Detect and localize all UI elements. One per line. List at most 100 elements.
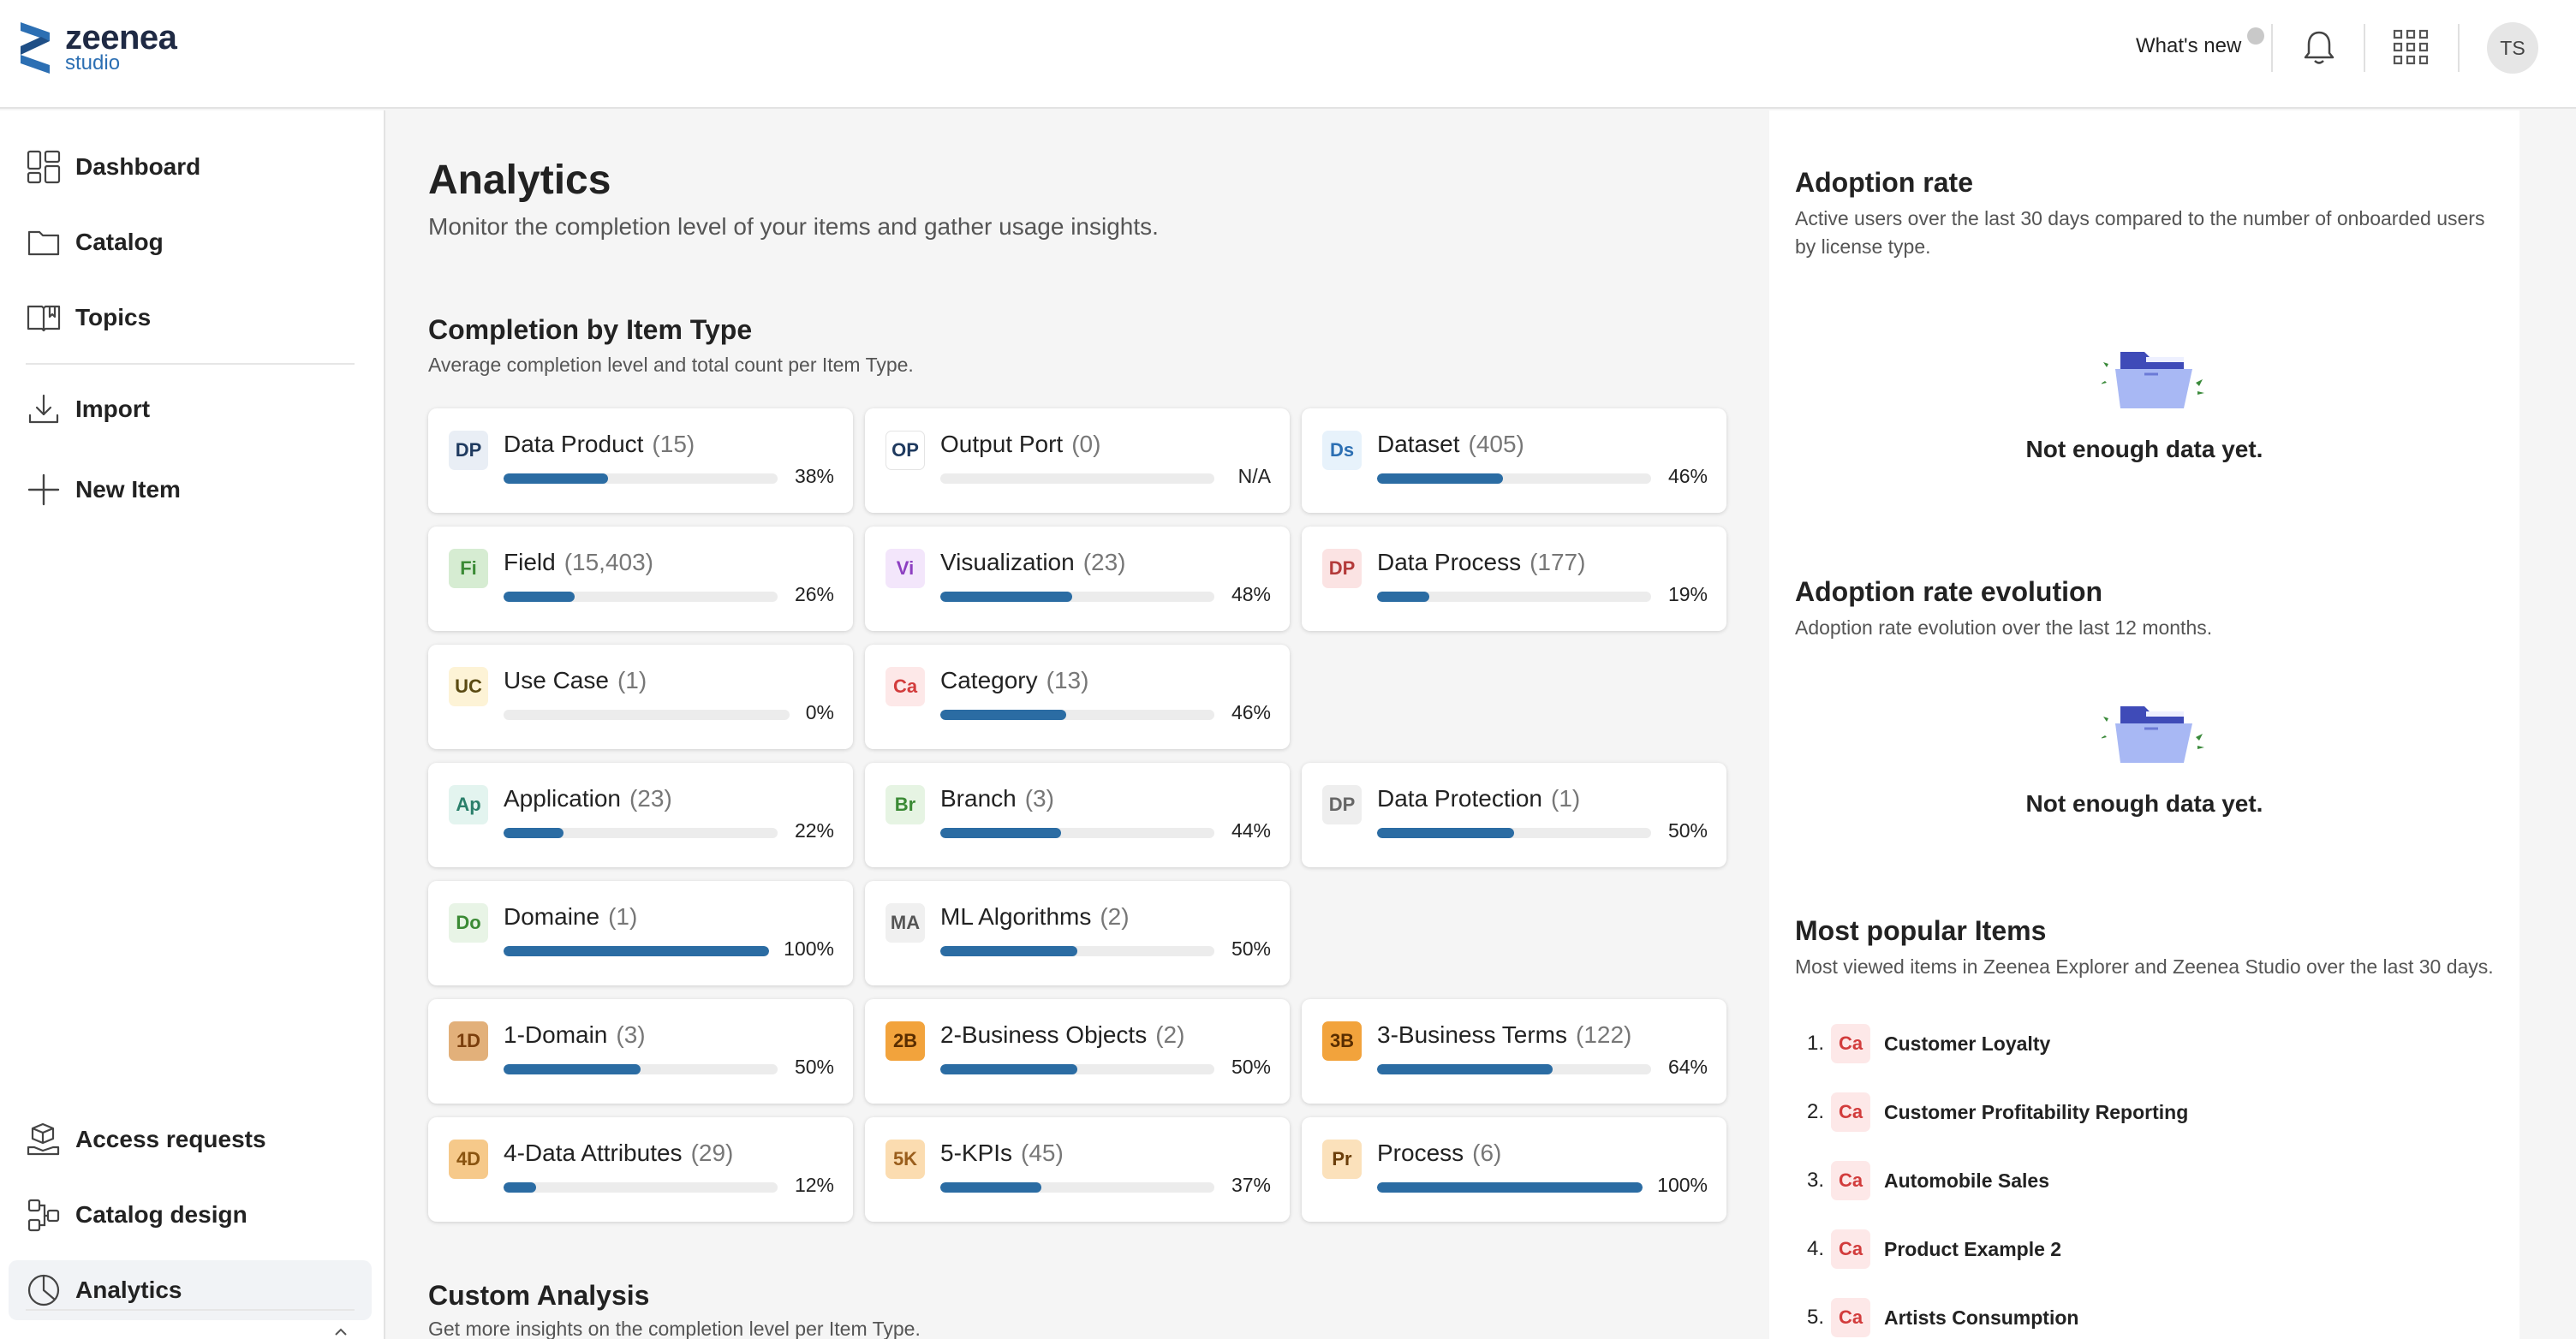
item-type-label: Dataset: [1377, 431, 1460, 457]
item-type-badge: Pr: [1322, 1140, 1362, 1179]
completion-card[interactable]: Br Branch (3) 44%: [865, 763, 1290, 867]
item-type-count: (0): [1071, 431, 1101, 457]
sidebar-item-label: Topics: [75, 304, 152, 330]
sidebar-divider: [26, 1309, 355, 1311]
item-type-name: 1-Domain (3): [504, 1021, 646, 1049]
catalog-design-icon: [27, 1199, 60, 1232]
completion-percent: 64%: [1667, 1056, 1708, 1078]
item-type-badge: Ap: [449, 785, 488, 824]
completion-card[interactable]: Vi Visualization (23) 48%: [865, 527, 1290, 631]
item-type-label: 2-Business Objects: [940, 1021, 1148, 1048]
completion-card[interactable]: MA ML Algorithms (2) 50%: [865, 881, 1290, 985]
item-type-badge: Ca: [1831, 1161, 1870, 1200]
popular-item[interactable]: 1. Ca Customer Loyalty: [1795, 1024, 2050, 1063]
completion-percent: 38%: [794, 465, 834, 487]
adoption-evolution-empty-text: Not enough data yet.: [2025, 790, 2263, 817]
item-type-count: (122): [1576, 1021, 1632, 1048]
sidebar-item-label: New Item: [75, 476, 181, 503]
sidebar-item-new-item[interactable]: New Item: [9, 460, 372, 520]
completion-card[interactable]: OP Output Port (0) N/A: [865, 408, 1290, 513]
completion-bar-fill: [940, 592, 1072, 602]
item-type-name: 3-Business Terms (122): [1377, 1021, 1631, 1049]
completion-card[interactable]: Ap Application (23) 22%: [428, 763, 853, 867]
user-avatar[interactable]: TS: [2487, 22, 2538, 74]
item-type-count: (2): [1155, 1021, 1185, 1048]
header-divider: [2364, 24, 2365, 72]
completion-bar-track: [504, 710, 790, 720]
completion-card[interactable]: 5K 5-KPIs (45) 37%: [865, 1117, 1290, 1222]
completion-card[interactable]: DP Data Product (15) 38%: [428, 408, 853, 513]
completion-bar-fill: [940, 1064, 1077, 1074]
sidebar-item-label: Access requests: [75, 1126, 266, 1152]
popular-item[interactable]: 5. Ca Artists Consumption: [1795, 1298, 2078, 1337]
sidebar-item-dashboard[interactable]: Dashboard: [9, 137, 372, 197]
completion-bar-fill: [1377, 828, 1514, 838]
item-type-badge: 1D: [449, 1021, 488, 1061]
popular-item-name: Artists Consumption: [1884, 1306, 2079, 1329]
topics-book-icon: [27, 305, 61, 332]
page-subtitle: Monitor the completion level of your ite…: [428, 213, 1159, 240]
completion-bar-track: [940, 1182, 1214, 1193]
item-type-badge: Ca: [1831, 1092, 1870, 1132]
sidebar-item-analytics[interactable]: Analytics: [9, 1260, 372, 1320]
completion-section-subtitle: Average completion level and total count…: [428, 354, 914, 376]
item-type-count: (23): [1082, 549, 1126, 575]
sidebar-item-import[interactable]: Import: [9, 379, 372, 439]
item-type-name: Use Case (1): [504, 667, 647, 694]
completion-card[interactable]: 2B 2-Business Objects (2) 50%: [865, 999, 1290, 1104]
sidebar-item-access-requests[interactable]: Access requests: [9, 1110, 372, 1169]
completion-card[interactable]: Fi Field (15,403) 26%: [428, 527, 853, 631]
completion-percent: 100%: [784, 937, 834, 960]
item-type-count: (2): [1100, 903, 1130, 930]
sidebar-item-catalog-design[interactable]: Catalog design: [9, 1185, 372, 1245]
item-type-count: (29): [690, 1140, 734, 1166]
popular-item[interactable]: 4. Ca Product Example 2: [1795, 1229, 2061, 1269]
item-type-badge: Do: [449, 903, 488, 943]
completion-card[interactable]: UC Use Case (1) 0%: [428, 645, 853, 749]
item-type-label: Data Product: [504, 431, 644, 457]
access-requests-icon: [27, 1122, 60, 1156]
sidebar-divider: [26, 363, 355, 365]
popular-item[interactable]: 2. Ca Customer Profitability Reporting: [1795, 1092, 2188, 1132]
collapse-chevron-icon[interactable]: [332, 1326, 349, 1336]
item-type-name: Field (15,403): [504, 549, 653, 576]
item-type-badge: MA: [886, 903, 925, 943]
insights-panel: Adoption rate Active users over the last…: [1769, 110, 2519, 1339]
item-type-name: Process (6): [1377, 1140, 1501, 1167]
completion-percent: 12%: [794, 1174, 834, 1196]
completion-bar-track: [1377, 473, 1651, 484]
completion-bar-track: [940, 828, 1214, 838]
empty-folder-illustration-icon: [2102, 352, 2204, 408]
item-type-count: (15,403): [564, 549, 653, 575]
completion-card[interactable]: 4D 4-Data Attributes (29) 12%: [428, 1117, 853, 1222]
completion-card[interactable]: Ca Category (13) 46%: [865, 645, 1290, 749]
item-type-count: (3): [616, 1021, 646, 1048]
item-type-label: Domaine: [504, 903, 600, 930]
notifications-bell-icon[interactable]: [2302, 29, 2336, 67]
item-type-count: (23): [629, 785, 672, 812]
completion-bar-track: [504, 828, 778, 838]
apps-grid-icon[interactable]: [2393, 29, 2429, 65]
popular-item-rank: 1.: [1806, 1032, 1824, 1055]
page-title: Analytics: [428, 158, 611, 203]
completion-card[interactable]: Pr Process (6) 100%: [1302, 1117, 1726, 1222]
completion-card[interactable]: 3B 3-Business Terms (122) 64%: [1302, 999, 1726, 1104]
completion-bar-fill: [504, 1064, 641, 1074]
completion-card[interactable]: Do Domaine (1) 100%: [428, 881, 853, 985]
analytics-pie-icon: [27, 1274, 60, 1306]
popular-item-rank: 4.: [1806, 1237, 1824, 1260]
completion-bar-track: [504, 592, 778, 602]
analytics-main: Analytics Monitor the completion level o…: [387, 110, 1768, 1339]
popular-item[interactable]: 3. Ca Automobile Sales: [1795, 1161, 2049, 1200]
completion-percent: 50%: [1231, 937, 1271, 960]
item-type-badge: OP: [886, 431, 925, 470]
whats-new-link[interactable]: What's new: [2136, 34, 2242, 57]
completion-card[interactable]: DP Data Protection (1) 50%: [1302, 763, 1726, 867]
zeenea-logo[interactable]: zeenea studio: [19, 21, 177, 75]
completion-card[interactable]: DP Data Process (177) 19%: [1302, 527, 1726, 631]
completion-bar-track: [940, 1064, 1214, 1074]
completion-card[interactable]: Ds Dataset (405) 46%: [1302, 408, 1726, 513]
sidebar-item-catalog[interactable]: Catalog: [9, 212, 372, 272]
completion-card[interactable]: 1D 1-Domain (3) 50%: [428, 999, 853, 1104]
sidebar-item-topics[interactable]: Topics: [9, 288, 372, 348]
